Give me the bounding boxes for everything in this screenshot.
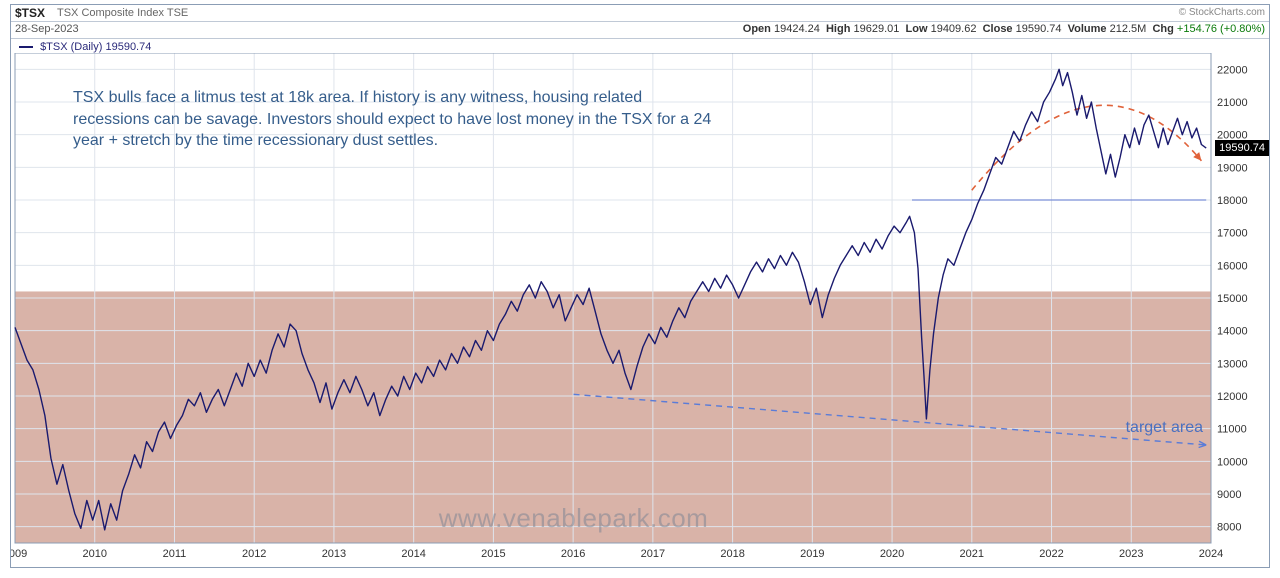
svg-text:2015: 2015 xyxy=(481,548,505,560)
close-label: Close xyxy=(983,23,1013,35)
open-label: Open xyxy=(743,23,771,35)
svg-text:2022: 2022 xyxy=(1039,548,1063,560)
chg-label: Chg xyxy=(1152,23,1173,35)
chart-date: 28-Sep-2023 xyxy=(15,23,79,35)
svg-text:14000: 14000 xyxy=(1217,326,1248,338)
svg-text:2021: 2021 xyxy=(960,548,984,560)
svg-text:2012: 2012 xyxy=(242,548,266,560)
high-label: High xyxy=(826,23,850,35)
open-value: 19424.24 xyxy=(774,23,820,35)
ticker-symbol: $TSX xyxy=(15,6,45,20)
svg-text:16000: 16000 xyxy=(1217,260,1248,272)
svg-text:18000: 18000 xyxy=(1217,195,1248,207)
svg-text:12000: 12000 xyxy=(1217,391,1248,403)
chg-value: +154.76 xyxy=(1177,23,1217,35)
volume-value: 212.5M xyxy=(1110,23,1147,35)
high-value: 19629.01 xyxy=(854,23,900,35)
svg-text:21000: 21000 xyxy=(1217,97,1248,109)
ohlc-readout: Open 19424.24 High 19629.01 Low 19409.62… xyxy=(743,23,1265,35)
svg-text:19000: 19000 xyxy=(1217,162,1248,174)
subheader-row: 28-Sep-2023 Open 19424.24 High 19629.01 … xyxy=(11,22,1269,39)
svg-text:2017: 2017 xyxy=(641,548,665,560)
svg-text:2010: 2010 xyxy=(82,548,106,560)
close-value: 19590.74 xyxy=(1016,23,1062,35)
legend-label: $TSX (Daily) xyxy=(40,41,102,53)
commentary-annotation: TSX bulls face a litmus test at 18k area… xyxy=(73,87,713,152)
svg-text:2023: 2023 xyxy=(1119,548,1143,560)
svg-text:2014: 2014 xyxy=(401,548,425,560)
low-value: 19409.62 xyxy=(931,23,977,35)
chart-container: $TSX TSX Composite Index TSE © StockChar… xyxy=(10,4,1270,568)
chg-pct: (+0.80%) xyxy=(1220,23,1265,35)
legend-value: 19590.74 xyxy=(105,41,151,53)
svg-text:10000: 10000 xyxy=(1217,456,1248,468)
target-area-label: target area xyxy=(1126,419,1203,437)
svg-text:22000: 22000 xyxy=(1217,64,1248,76)
svg-text:15000: 15000 xyxy=(1217,293,1248,305)
svg-text:2018: 2018 xyxy=(720,548,744,560)
svg-text:2011: 2011 xyxy=(163,548,187,560)
plot-area: 8000 9000 10000 11000 12000 13000 14000 15000 16… xyxy=(11,53,1269,567)
ticker-description: TSX Composite Index TSE xyxy=(57,7,188,19)
svg-text:2016: 2016 xyxy=(561,548,585,560)
header-row: $TSX TSX Composite Index TSE © StockChar… xyxy=(11,5,1269,22)
low-label: Low xyxy=(906,23,928,35)
svg-text:9000: 9000 xyxy=(1217,489,1241,501)
volume-label: Volume xyxy=(1068,23,1107,35)
svg-text:13000: 13000 xyxy=(1217,358,1248,370)
svg-text:8000: 8000 xyxy=(1217,522,1241,534)
svg-text:2019: 2019 xyxy=(800,548,824,560)
legend-line-icon xyxy=(19,46,33,48)
svg-text:2024: 2024 xyxy=(1199,548,1223,560)
svg-text:17000: 17000 xyxy=(1217,228,1248,240)
svg-text:2009: 2009 xyxy=(11,548,27,560)
svg-text:11000: 11000 xyxy=(1217,424,1247,436)
svg-text:2020: 2020 xyxy=(880,548,904,560)
last-price-flag: 19590.74 xyxy=(1215,140,1269,156)
series-legend: $TSX (Daily) 19590.74 xyxy=(19,41,151,53)
svg-text:2013: 2013 xyxy=(322,548,346,560)
credit-label: © StockCharts.com xyxy=(1179,7,1265,18)
